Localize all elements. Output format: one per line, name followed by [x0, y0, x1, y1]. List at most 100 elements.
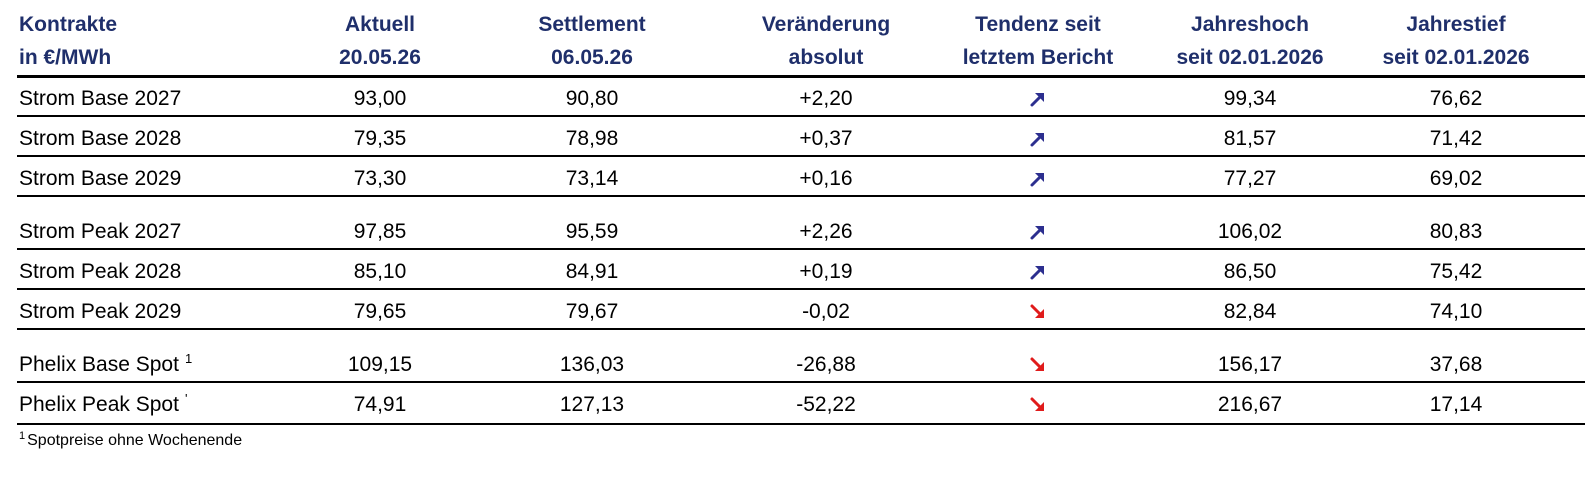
- header-year-low-line2: seit 02.01.2026: [1382, 46, 1530, 69]
- header-change-line2: absolut: [788, 46, 864, 69]
- table-row: Strom Base 2029 73,30 73,14 +0,16 77,27 69,02: [0, 160, 1591, 198]
- cell-trend: [938, 293, 1138, 331]
- cell-settlement: 84,91: [565, 260, 619, 283]
- contract-name: Strom Peak 2027: [19, 220, 182, 243]
- contract-name: Phelix Base Spot: [19, 353, 179, 376]
- cell-settlement: 78,98: [565, 127, 619, 150]
- cell-current: 85,10: [353, 260, 407, 283]
- cell-change: +2,20: [799, 87, 853, 110]
- cell-settlement: 127,13: [559, 393, 625, 416]
- row-divider: [17, 288, 1585, 290]
- header-year-high: Jahreshoch seit 02.01.2026: [1150, 8, 1350, 76]
- header-trend: Tendenz seit letztem Bericht: [928, 8, 1148, 76]
- cell-contract: Strom Peak 2028: [19, 253, 319, 291]
- contract-name: Strom Base 2029: [19, 167, 182, 190]
- row-divider: [17, 248, 1585, 250]
- cell-year-low: 80,83: [1429, 220, 1483, 243]
- cell-change: +0,19: [799, 260, 853, 283]
- cell-settlement: 79,67: [565, 300, 619, 323]
- cell-year-high: 82,84: [1223, 300, 1277, 323]
- table-row: Phelix Peak Spot ' 74,91 127,13 -52,22 216,67…: [0, 386, 1591, 424]
- header-change: Veränderung absolut: [726, 8, 926, 76]
- header-year-high-line1: Jahreshoch: [1191, 13, 1309, 36]
- arrow-up-right-icon: [1030, 226, 1044, 240]
- cell-year-low: 69,02: [1429, 167, 1483, 190]
- cell-contract: Strom Base 2028: [19, 120, 319, 158]
- header-contracts: Kontrakte in €/MWh: [19, 8, 279, 76]
- header-contracts-line1: Kontrakte: [19, 13, 118, 36]
- cell-change: -26,88: [796, 353, 856, 376]
- row-divider: [17, 115, 1585, 117]
- table-row: Strom Base 2028 79,35 78,98 +0,37 81,57 71,42: [0, 120, 1591, 158]
- arrow-down-right-icon: [1030, 357, 1044, 372]
- cell-year-high: 81,57: [1223, 127, 1277, 150]
- cell-trend: [938, 253, 1138, 291]
- cell-settlement: 73,14: [565, 167, 619, 190]
- row-divider: [17, 328, 1585, 330]
- cell-contract: Strom Base 2027: [19, 80, 319, 118]
- table-row: Strom Peak 2027 97,85 95,59 +2,26 106,02 80,8…: [0, 213, 1591, 251]
- cell-contract: Strom Peak 2029: [19, 293, 319, 331]
- contract-name: Strom Base 2028: [19, 127, 182, 150]
- cell-trend: [938, 80, 1138, 118]
- header-year-low: Jahrestief seit 02.01.2026: [1356, 8, 1556, 76]
- cell-contract: Strom Peak 2027: [19, 213, 319, 251]
- cell-settlement: 136,03: [559, 353, 625, 376]
- cell-year-low: 37,68: [1429, 353, 1483, 376]
- cell-trend: [938, 160, 1138, 198]
- footnote-marker: 1: [19, 430, 26, 442]
- arrow-down-right-icon: [1030, 304, 1044, 319]
- cell-year-low: 76,62: [1429, 87, 1483, 110]
- header-current: Aktuell 20.05.26: [280, 8, 480, 76]
- contract-name: Strom Peak 2028: [19, 260, 182, 283]
- arrow-up-right-icon: [1030, 93, 1044, 107]
- cell-change: -52,22: [796, 393, 856, 416]
- contract-name: Phelix Peak Spot: [19, 393, 179, 416]
- cell-year-high: 77,27: [1223, 167, 1277, 190]
- cell-year-low: 75,42: [1429, 260, 1483, 283]
- contract-name: Strom Peak 2029: [19, 300, 182, 323]
- cell-settlement: 90,80: [565, 87, 619, 110]
- cell-year-low: 74,10: [1429, 300, 1483, 323]
- header-contracts-line2: in €/MWh: [19, 46, 112, 69]
- cell-settlement: 95,59: [565, 220, 619, 243]
- cell-year-high: 156,17: [1217, 353, 1283, 376]
- cell-change: +0,16: [799, 167, 853, 190]
- cell-change: +0,37: [799, 127, 853, 150]
- header-year-high-line2: seit 02.01.2026: [1176, 46, 1324, 69]
- cell-year-high: 99,34: [1223, 87, 1277, 110]
- footnote-ref: ': [184, 391, 188, 406]
- cell-current: 109,15: [347, 353, 413, 376]
- arrow-up-right-icon: [1030, 133, 1044, 147]
- cell-change: +2,26: [799, 220, 853, 243]
- cell-trend: [938, 386, 1138, 424]
- cell-current: 73,30: [353, 167, 407, 190]
- header-current-line1: Aktuell: [344, 13, 415, 36]
- row-divider: [17, 381, 1585, 383]
- cell-year-high: 86,50: [1223, 260, 1277, 283]
- row-divider: [17, 195, 1585, 197]
- arrow-down-right-icon: [1030, 397, 1044, 412]
- header-settlement: Settlement 06.05.26: [492, 8, 692, 76]
- cell-current: 93,00: [353, 87, 407, 110]
- arrow-up-right-icon: [1030, 266, 1044, 280]
- contract-name: Strom Base 2027: [19, 87, 182, 110]
- header-settlement-line1: Settlement: [538, 13, 646, 36]
- header-divider: [17, 75, 1585, 78]
- cell-change: -0,02: [802, 300, 850, 323]
- cell-trend: [938, 346, 1138, 384]
- cell-trend: [938, 120, 1138, 158]
- table-row: Strom Peak 2028 85,10 84,91 +0,19 86,50 75,42: [0, 253, 1591, 291]
- header-change-line1: Veränderung: [761, 13, 891, 36]
- cell-year-high: 106,02: [1217, 220, 1283, 243]
- header-year-low-line1: Jahrestief: [1406, 13, 1506, 36]
- row-divider: [17, 155, 1585, 157]
- cell-contract: Strom Base 2029: [19, 160, 319, 198]
- cell-current: 97,85: [353, 220, 407, 243]
- table-header: Kontrakte in €/MWh Aktuell 20.05.26 Sett…: [0, 8, 1591, 76]
- cell-current: 74,91: [353, 393, 407, 416]
- cell-contract: Phelix Peak Spot ': [19, 386, 319, 424]
- footnote-ref: 1: [184, 351, 193, 366]
- cell-trend: [938, 213, 1138, 251]
- cell-year-high: 216,67: [1217, 393, 1283, 416]
